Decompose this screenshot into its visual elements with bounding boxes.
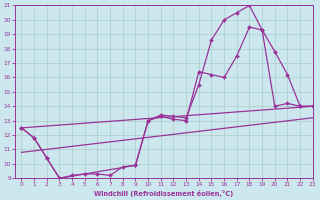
X-axis label: Windchill (Refroidissement éolien,°C): Windchill (Refroidissement éolien,°C)	[94, 190, 234, 197]
